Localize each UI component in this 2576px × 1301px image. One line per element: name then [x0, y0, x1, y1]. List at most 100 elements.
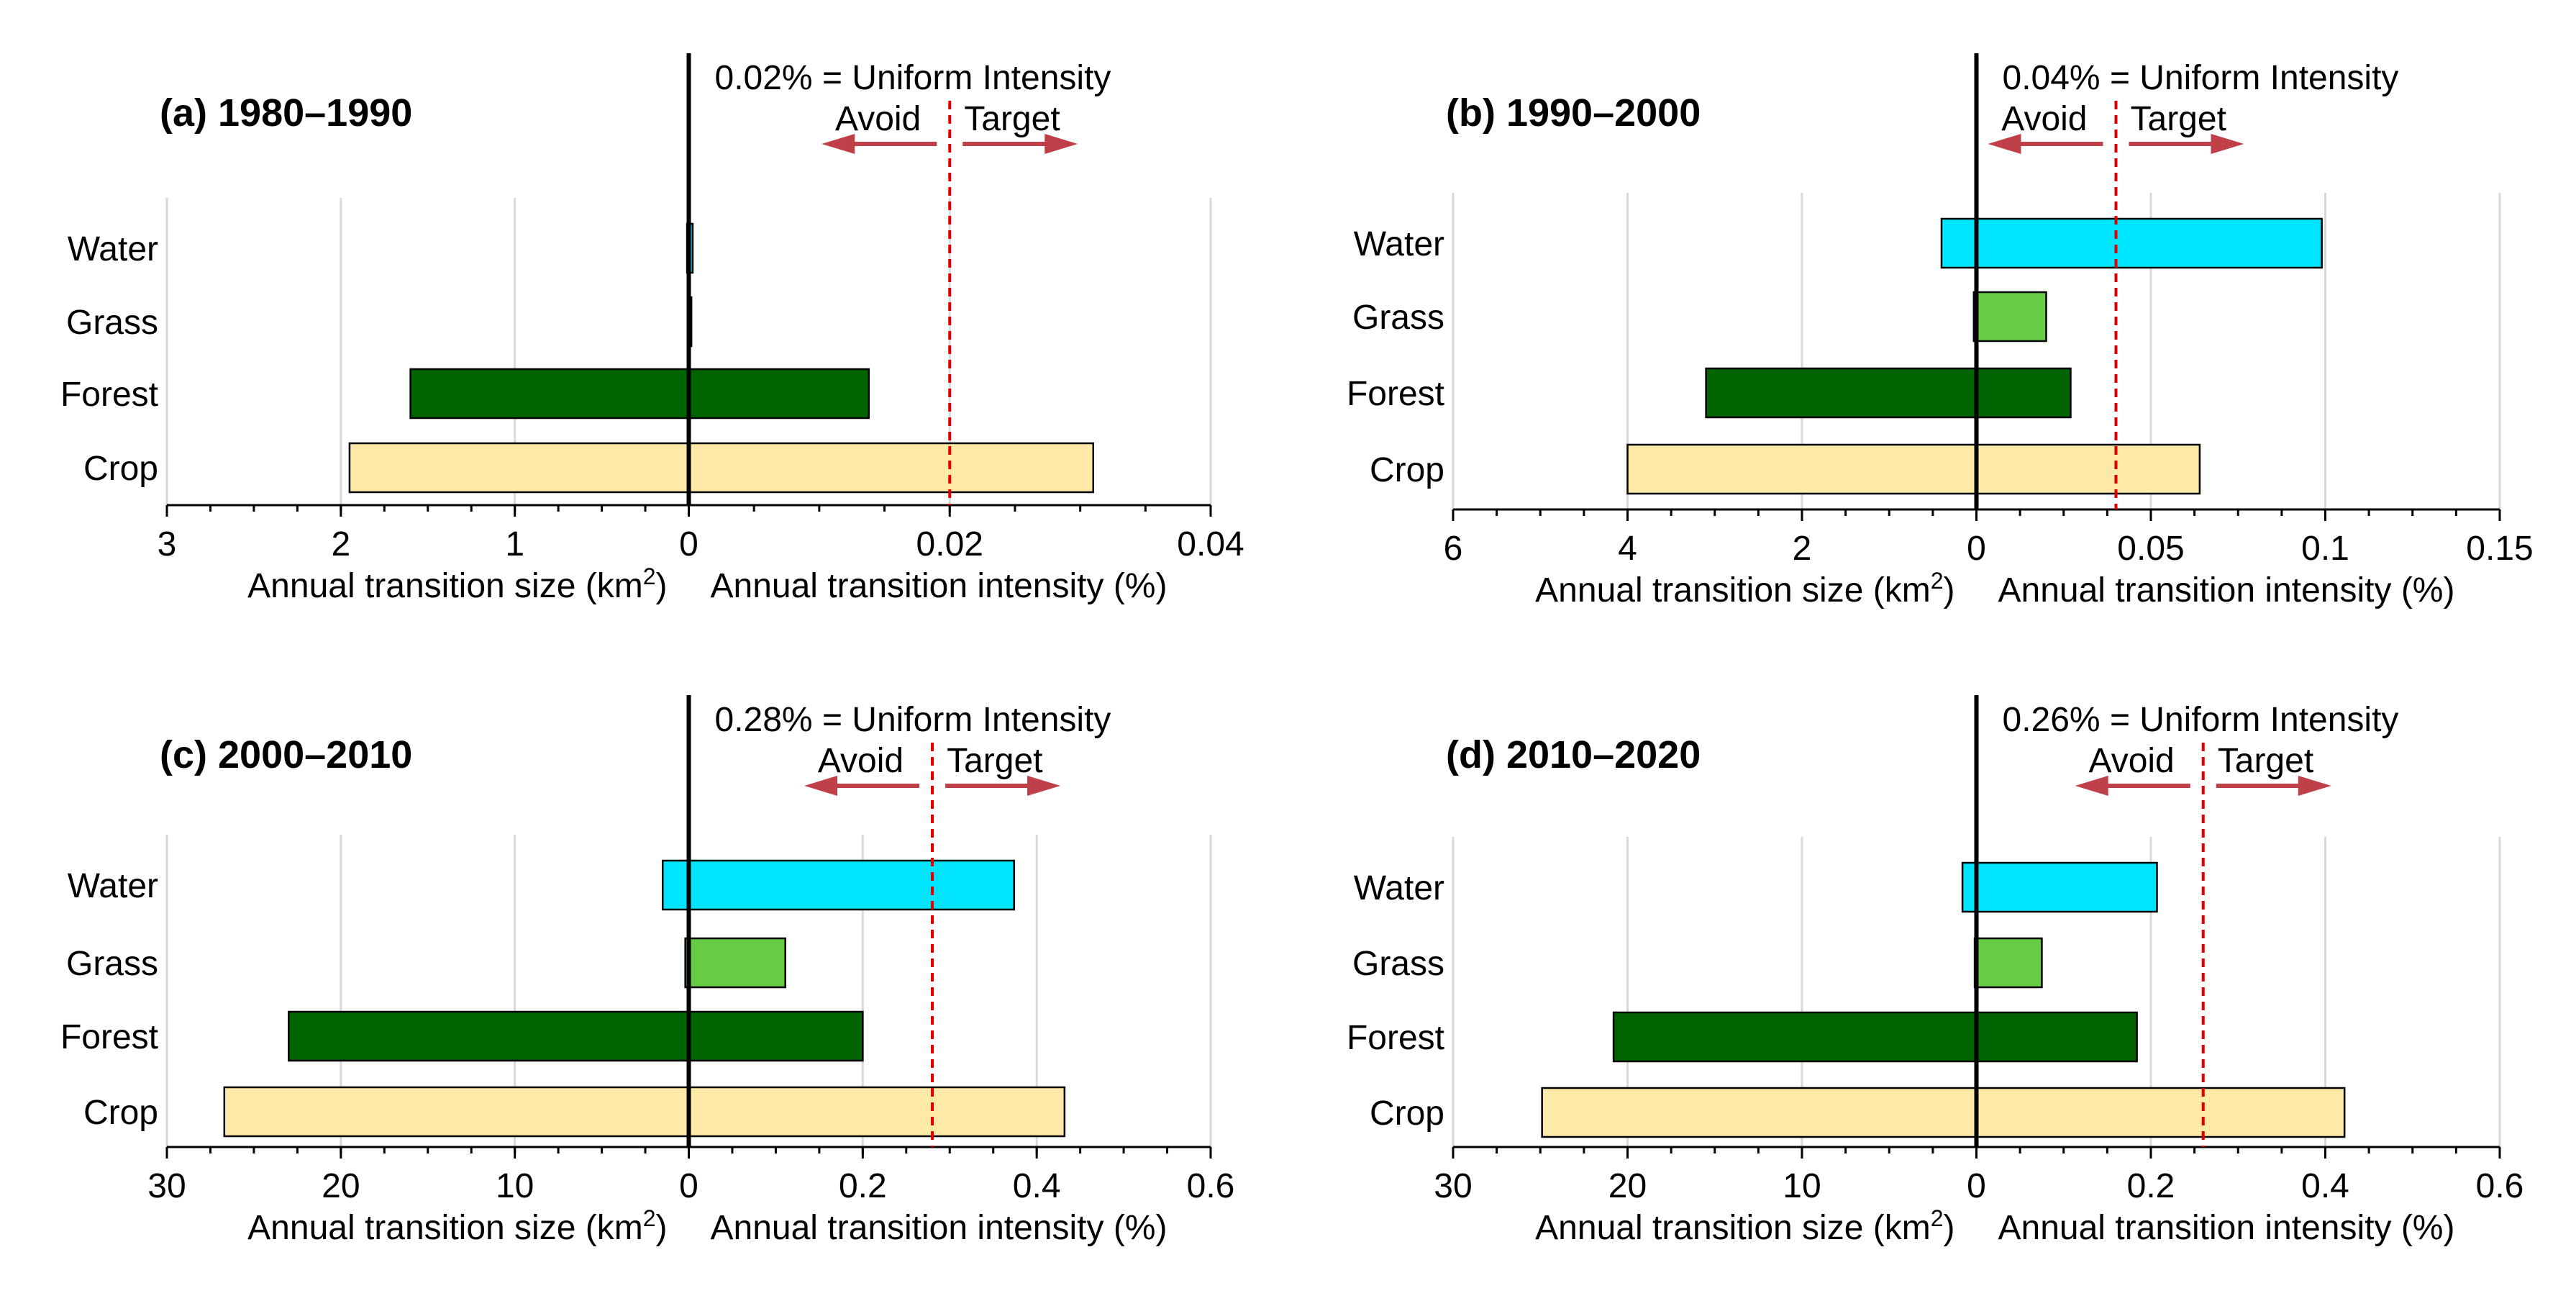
size-tick-label: 2	[331, 525, 350, 563]
size-tick-label: 0	[1967, 530, 1986, 568]
category-label-crop: Crop	[83, 450, 158, 488]
size-bar-forest	[1705, 367, 1977, 419]
size-axis-label-text: Annual transition size (km	[247, 1209, 643, 1247]
size-bar-forest	[1612, 1011, 1977, 1063]
size-tick-label: 10	[1783, 1167, 1821, 1205]
category-label-forest: Forest	[1347, 375, 1444, 413]
intensity-tick-label: 0.6	[2476, 1167, 2524, 1205]
category-label-water: Water	[68, 230, 158, 268]
intensity-tick-label: 0.15	[2466, 530, 2533, 568]
size-tick-label: 3	[158, 525, 177, 563]
size-bar-water	[1940, 217, 1977, 269]
chart-panel-2: Water Grass Forest Crop 6 4 2 0 0.05 0.1 0.15 Annua…	[1347, 53, 2534, 609]
intensity-bar-crop	[688, 1086, 1066, 1138]
intensity-bar-forest	[1975, 367, 2072, 419]
intensity-axis-label: Annual transition intensity (%)	[711, 567, 1168, 605]
category-label-water: Water	[1354, 225, 1444, 263]
avoid-label: Avoid	[2089, 742, 2175, 780]
category-label-crop: Crop	[1370, 1094, 1444, 1133]
size-tick-label: 10	[496, 1167, 534, 1205]
category-label-crop: Crop	[83, 1094, 158, 1132]
intensity-axis-label: Annual transition intensity (%)	[1998, 1209, 2455, 1247]
intensity-bar-forest	[1975, 1011, 2138, 1063]
target-label: Target	[2131, 100, 2226, 138]
panel-title: (d) 2010–2020	[1446, 733, 1701, 776]
size-axis-label-sup: 2	[643, 1205, 656, 1231]
category-label-grass: Grass	[1352, 299, 1444, 337]
intensity-bar-forest	[688, 1010, 864, 1062]
panel-title: (a) 1980–1990	[160, 91, 412, 135]
size-axis-label-end: )	[656, 567, 668, 605]
intensity-bar-grass	[1975, 937, 2043, 989]
size-axis-label-sup: 2	[643, 563, 656, 589]
size-bar-forest	[288, 1010, 690, 1062]
intensity-axis-label: Annual transition intensity (%)	[711, 1209, 1168, 1247]
size-tick-label: 1	[505, 525, 524, 563]
size-axis-label-end: )	[1944, 1209, 1955, 1247]
uniform-intensity-label: 0.26% = Uniform Intensity	[2003, 701, 2399, 739]
intensity-tick-label: 0.02	[916, 525, 983, 563]
target-arrow-icon	[2298, 776, 2331, 796]
intensity-tick-label: 0.4	[1013, 1167, 1061, 1205]
size-axis-label: Annual transition size (km2)	[247, 563, 667, 605]
intensity-bar-crop	[1975, 1087, 2346, 1138]
intensity-tick-label: 0.1	[2301, 530, 2349, 568]
target-arrow-icon	[2211, 134, 2244, 154]
size-tick-label: 0	[679, 525, 698, 563]
size-axis-label-sup: 2	[1931, 568, 1944, 594]
size-tick-label: 20	[1608, 1167, 1647, 1205]
intensity-tick-label: 0.2	[2127, 1167, 2175, 1205]
intensity-tick-label: 0.05	[2117, 530, 2184, 568]
size-axis-label-text: Annual transition size (km	[1535, 1209, 1931, 1247]
target-label: Target	[2218, 742, 2313, 780]
intensity-bar-crop	[688, 442, 1095, 494]
size-tick-label: 0	[1967, 1167, 1986, 1205]
intensity-bar-water	[688, 859, 1015, 911]
size-tick-label: 20	[322, 1167, 360, 1205]
uniform-intensity-label: 0.04% = Uniform Intensity	[2003, 59, 2399, 97]
category-label-grass: Grass	[66, 945, 158, 983]
intensity-tick-label: 0.4	[2301, 1167, 2349, 1205]
avoid-arrow-icon	[822, 134, 855, 154]
size-bar-crop	[348, 442, 690, 494]
intensity-bar-water	[1975, 217, 2323, 269]
target-arrow-icon	[1027, 776, 1061, 796]
size-bar-forest	[409, 368, 690, 420]
avoid-label: Avoid	[835, 100, 921, 138]
size-bar-crop	[223, 1086, 690, 1138]
size-tick-label: 30	[147, 1167, 186, 1205]
category-label-water: Water	[68, 867, 158, 905]
avoid-arrow-icon	[1988, 134, 2021, 154]
size-axis-label-end: )	[1944, 571, 1955, 609]
avoid-label: Avoid	[818, 742, 904, 780]
size-axis-label-end: )	[656, 1209, 668, 1247]
avoid-arrow-icon	[2075, 776, 2108, 796]
size-axis-label-sup: 2	[1931, 1205, 1944, 1231]
target-arrow-icon	[1044, 134, 1078, 154]
category-label-water: Water	[1354, 869, 1444, 907]
size-axis-label: Annual transition size (km2)	[1535, 568, 1954, 609]
intensity-axis-label: Annual transition intensity (%)	[1998, 571, 2455, 609]
size-axis-label: Annual transition size (km2)	[247, 1205, 667, 1247]
size-bar-crop	[1626, 443, 1977, 495]
uniform-intensity-label: 0.02% = Uniform Intensity	[715, 59, 1111, 97]
size-axis-label: Annual transition size (km2)	[1535, 1205, 1954, 1247]
category-label-forest: Forest	[1347, 1019, 1444, 1057]
target-label: Target	[964, 100, 1060, 138]
size-axis-label-text: Annual transition size (km	[247, 567, 643, 605]
size-bar-crop	[1541, 1087, 1977, 1138]
avoid-label: Avoid	[2001, 100, 2087, 138]
category-label-crop: Crop	[1370, 451, 1444, 489]
chart-panel-3: Water Grass Forest Crop 30 20 10 0 0.2 0.4 0.6 Annu…	[60, 695, 1234, 1247]
avoid-arrow-icon	[804, 776, 838, 796]
size-tick-label: 6	[1444, 530, 1463, 568]
chart-panel-4: Water Grass Forest Crop 30 20 10 0 0.2 0.4 0.6 Annu…	[1347, 695, 2523, 1247]
intensity-bar-crop	[1975, 443, 2201, 495]
panel-title: (b) 1990–2000	[1446, 91, 1701, 135]
size-tick-label: 30	[1434, 1167, 1472, 1205]
intensity-bar-forest	[688, 368, 870, 420]
size-tick-label: 4	[1618, 530, 1637, 568]
category-label-grass: Grass	[1352, 945, 1444, 983]
